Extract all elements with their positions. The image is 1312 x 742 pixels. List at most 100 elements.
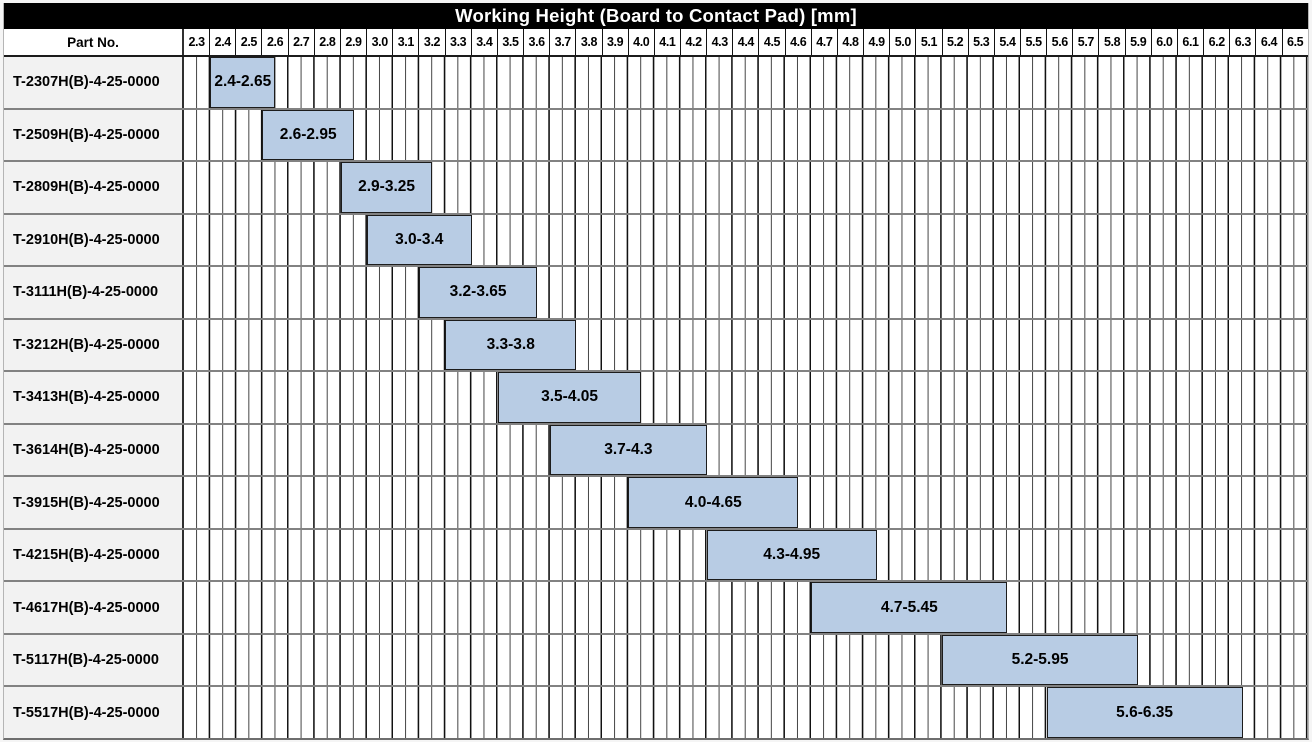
- range-bar: 4.3-4.95: [706, 529, 877, 581]
- scale-tick-5.5: 5.5: [1021, 29, 1048, 55]
- range-label: 3.3-3.8: [486, 335, 535, 353]
- part-row: T-2809H(B)-4-25-0000 2.9-3.25: [4, 160, 1308, 213]
- part-row: T-4617H(B)-4-25-0000 4.7-5.45: [4, 580, 1308, 633]
- row-track: 5.6-6.35: [184, 687, 1308, 738]
- range-label: 3.0-3.4: [395, 230, 444, 248]
- range-label: 5.2-5.95: [1011, 651, 1069, 669]
- range-label: 3.5-4.05: [541, 388, 598, 406]
- scale-tick-3.3: 3.3: [446, 29, 472, 55]
- range-bar: 5.6-6.35: [1046, 687, 1243, 738]
- scale-tick-4.8: 4.8: [838, 29, 865, 55]
- scale-tick-4.4: 4.4: [733, 29, 760, 55]
- range-label: 2.6-2.95: [279, 125, 337, 143]
- part-row: T-3111H(B)-4-25-0000 3.2-3.65: [4, 265, 1308, 318]
- scale-tick-2.8: 2.8: [315, 29, 341, 55]
- scale-tick-6.4: 6.4: [1256, 29, 1283, 55]
- working-height-range-chart: Working Height (Board to Contact Pad) [m…: [3, 3, 1309, 740]
- part-no-column-header: Part No.: [4, 29, 184, 55]
- part-row: T-3413H(B)-4-25-0000 3.5-4.05: [4, 370, 1308, 423]
- part-number-label: T-2910H(B)-4-25-0000: [4, 214, 184, 266]
- part-number-label: T-3111H(B)-4-25-0000: [4, 267, 184, 318]
- part-number-label: T-2307H(B)-4-25-0000: [4, 57, 184, 108]
- range-bar: 4.0-4.65: [628, 477, 799, 528]
- scale-tick-3.1: 3.1: [393, 29, 420, 55]
- scale-tick-5.7: 5.7: [1073, 29, 1100, 55]
- scale-tick-5.0: 5.0: [890, 29, 917, 55]
- scale-tick-4.9: 4.9: [864, 29, 891, 55]
- range-bar: 3.7-4.3: [549, 424, 707, 476]
- part-number-label: T-4617H(B)-4-25-0000: [4, 582, 184, 633]
- scale-tick-5.4: 5.4: [995, 29, 1021, 55]
- row-track: 5.2-5.95: [184, 634, 1308, 686]
- part-row: T-3915H(B)-4-25-0000 4.0-4.65: [4, 475, 1308, 528]
- part-number-label: T-2509H(B)-4-25-0000: [4, 109, 184, 161]
- row-track: 2.4-2.65: [184, 57, 1308, 108]
- range-bar: 5.2-5.95: [942, 634, 1139, 686]
- scale-tick-4.6: 4.6: [786, 29, 812, 55]
- row-track: 4.7-5.45: [184, 582, 1308, 633]
- part-row: T-4215H(B)-4-25-0000 4.3-4.95: [4, 527, 1308, 581]
- range-bar: 2.4-2.65: [210, 57, 276, 108]
- scale-tick-4.1: 4.1: [655, 29, 681, 55]
- part-row: T-2307H(B)-4-25-0000 2.4-2.65: [4, 57, 1308, 108]
- row-track: 3.2-3.65: [184, 267, 1308, 318]
- scale-tick-4.5: 4.5: [759, 29, 786, 55]
- range-label: 2.4-2.65: [214, 73, 272, 91]
- scale-tick-2.7: 2.7: [289, 29, 315, 55]
- range-bar: 3.5-4.05: [497, 372, 642, 423]
- range-bar: 3.0-3.4: [366, 214, 472, 266]
- part-number-label: T-3614H(B)-4-25-0000: [4, 424, 184, 476]
- part-row: T-2910H(B)-4-25-0000 3.0-3.4: [4, 212, 1308, 266]
- range-bar: 3.3-3.8: [445, 319, 577, 371]
- scale-tick-2.5: 2.5: [236, 29, 263, 55]
- chart-title: Working Height (Board to Contact Pad) [m…: [4, 3, 1308, 29]
- scale-tick-6.3: 6.3: [1230, 29, 1257, 55]
- scale-tick-3.2: 3.2: [419, 29, 446, 55]
- part-number-label: T-3212H(B)-4-25-0000: [4, 319, 184, 371]
- part-number-label: T-3915H(B)-4-25-0000: [4, 477, 184, 528]
- scale-tick-2.6: 2.6: [262, 29, 289, 55]
- part-row: T-3212H(B)-4-25-0000 3.3-3.8: [4, 317, 1308, 371]
- scale-tick-3.9: 3.9: [603, 29, 629, 55]
- scale-tick-3.5: 3.5: [498, 29, 525, 55]
- range-label: 3.7-4.3: [604, 440, 653, 458]
- scale-tick-2.9: 2.9: [341, 29, 368, 55]
- part-number-label: T-4215H(B)-4-25-0000: [4, 529, 184, 581]
- scale-tick-3.0: 3.0: [367, 29, 394, 55]
- scale-tick-2.3: 2.3: [184, 29, 211, 55]
- range-bar: 4.7-5.45: [811, 582, 1008, 633]
- row-track: 3.0-3.4: [184, 214, 1308, 266]
- scale-tick-3.8: 3.8: [576, 29, 603, 55]
- scale-tick-4.3: 4.3: [707, 29, 734, 55]
- row-track: 4.3-4.95: [184, 529, 1308, 581]
- part-row: T-5517H(B)-4-25-0000 5.6-6.35: [4, 685, 1308, 738]
- header-row: Part No. 2.3 2.4 2.5 2.6 2.7 2.8 2.9 3.0 3.1 3.2 3…: [4, 29, 1308, 57]
- scale-tick-5.9: 5.9: [1126, 29, 1152, 55]
- scale-tick-6.2: 6.2: [1204, 29, 1231, 55]
- range-bar: 2.6-2.95: [262, 109, 354, 161]
- range-label: 4.0-4.65: [684, 493, 742, 511]
- range-label: 3.2-3.65: [449, 283, 507, 301]
- scale-tick-5.3: 5.3: [969, 29, 995, 55]
- range-label: 5.6-6.35: [1116, 703, 1174, 721]
- scale-header: 2.3 2.4 2.5 2.6 2.7 2.8 2.9 3.0 3.1 3.2 3.3 3.4 3.5 3…: [184, 29, 1308, 55]
- row-track: 3.5-4.05: [184, 372, 1308, 423]
- scale-tick-4.0: 4.0: [629, 29, 655, 55]
- scale-tick-6.0: 6.0: [1152, 29, 1178, 55]
- scale-tick-3.6: 3.6: [524, 29, 551, 55]
- range-bar: 2.9-3.25: [340, 162, 433, 213]
- scale-tick-5.2: 5.2: [943, 29, 969, 55]
- scale-tick-6.1: 6.1: [1178, 29, 1205, 55]
- row-track: 3.3-3.8: [184, 319, 1308, 371]
- scale-tick-4.2: 4.2: [681, 29, 708, 55]
- scale-tick-3.7: 3.7: [550, 29, 577, 55]
- scale-tick-6.5: 6.5: [1287, 35, 1304, 49]
- range-bar: 3.2-3.65: [419, 267, 537, 318]
- row-track: 2.9-3.25: [184, 162, 1308, 213]
- part-number-label: T-3413H(B)-4-25-0000: [4, 372, 184, 423]
- part-number-label: T-5117H(B)-4-25-0000: [4, 634, 184, 686]
- part-number-label: T-2809H(B)-4-25-0000: [4, 162, 184, 213]
- rows-container: T-2307H(B)-4-25-0000 2.4-2.65 T-2509H(B)…: [4, 57, 1308, 738]
- range-label: 4.7-5.45: [880, 598, 938, 616]
- part-number-label: T-5517H(B)-4-25-0000: [4, 687, 184, 738]
